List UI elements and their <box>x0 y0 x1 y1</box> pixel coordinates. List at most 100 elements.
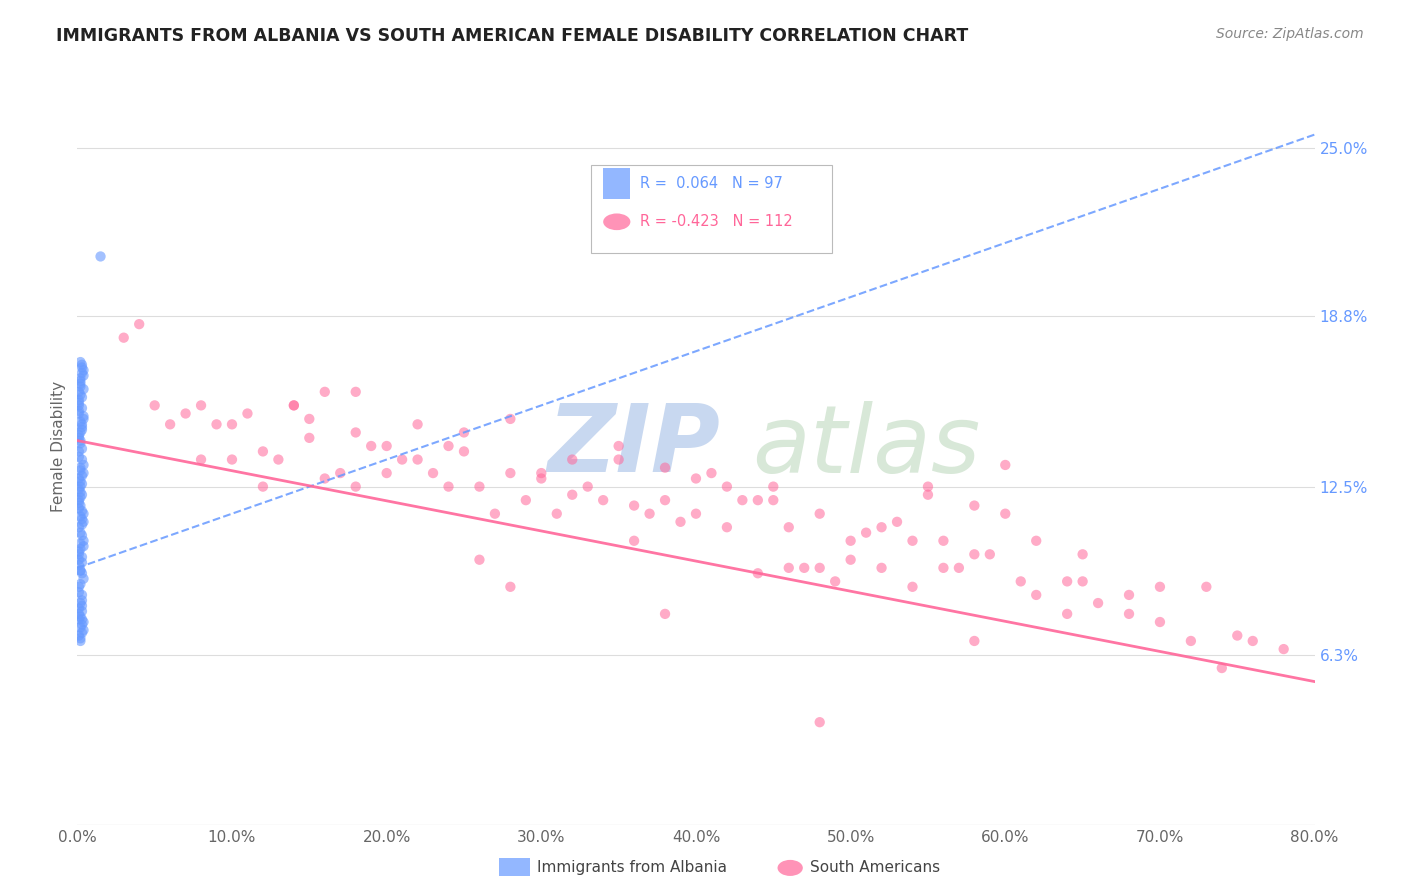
Point <box>67 392 90 407</box>
Point <box>69 474 91 488</box>
Point <box>870 520 893 534</box>
Point <box>314 384 336 399</box>
Point <box>67 607 90 621</box>
Point <box>69 379 91 393</box>
Point <box>375 439 398 453</box>
Point <box>70 566 93 581</box>
Text: Immigrants from Albania: Immigrants from Albania <box>537 861 727 875</box>
Point <box>67 384 90 399</box>
Point <box>344 480 367 494</box>
Point <box>607 452 630 467</box>
Point <box>808 715 831 730</box>
Point <box>1180 634 1202 648</box>
Point <box>69 374 91 388</box>
Point <box>901 533 924 548</box>
Point <box>70 442 93 456</box>
Point <box>329 466 352 480</box>
Point <box>70 549 93 564</box>
Point <box>205 417 228 432</box>
Point <box>747 566 769 581</box>
Point <box>69 415 91 429</box>
Point <box>855 525 877 540</box>
Point <box>901 580 924 594</box>
Point <box>69 525 91 540</box>
Point <box>72 466 94 480</box>
Point <box>69 564 91 578</box>
Point <box>932 561 955 575</box>
Point <box>69 491 91 505</box>
Point <box>70 604 93 618</box>
Point <box>70 599 93 613</box>
Point <box>112 331 135 345</box>
Point <box>685 507 707 521</box>
Point <box>716 480 738 494</box>
Point <box>69 541 91 556</box>
Point <box>90 250 111 264</box>
Point <box>67 444 90 458</box>
Point <box>67 471 90 485</box>
Point <box>72 412 94 426</box>
Point <box>69 609 91 624</box>
Point <box>67 450 90 464</box>
Point <box>979 547 1001 561</box>
Point <box>422 466 444 480</box>
Point <box>546 507 568 521</box>
Point <box>360 439 382 453</box>
Point <box>67 407 90 421</box>
Point <box>72 623 94 637</box>
Point <box>1118 588 1140 602</box>
Text: R = -0.423   N = 112: R = -0.423 N = 112 <box>640 214 793 229</box>
Point <box>67 552 90 567</box>
Point <box>561 488 583 502</box>
Point <box>948 561 970 575</box>
Point <box>1195 580 1218 594</box>
FancyBboxPatch shape <box>591 166 832 252</box>
Point <box>437 480 460 494</box>
Point <box>963 547 986 561</box>
Point <box>808 507 831 521</box>
Point <box>69 434 91 448</box>
Point <box>67 580 90 594</box>
Point <box>69 460 91 475</box>
Point <box>69 355 91 369</box>
FancyBboxPatch shape <box>603 169 630 199</box>
Point <box>69 425 91 440</box>
Point <box>67 558 90 573</box>
Point <box>72 533 94 548</box>
Point <box>1087 596 1109 610</box>
Point <box>69 371 91 385</box>
Point <box>1118 607 1140 621</box>
Point <box>67 483 90 497</box>
Point <box>1010 574 1032 589</box>
Point <box>344 384 367 399</box>
Point <box>484 507 506 521</box>
Point <box>870 561 893 575</box>
Point <box>1025 533 1047 548</box>
Point <box>70 528 93 542</box>
Point <box>747 493 769 508</box>
Point <box>669 515 692 529</box>
Point <box>70 420 93 434</box>
Point <box>69 564 91 578</box>
Point <box>72 458 94 472</box>
Point <box>252 444 274 458</box>
Point <box>221 452 243 467</box>
Point <box>530 471 553 485</box>
Point <box>159 417 181 432</box>
Point <box>994 458 1017 472</box>
Point <box>69 620 91 634</box>
Point <box>283 398 305 412</box>
Point <box>67 398 90 412</box>
Point <box>70 504 93 518</box>
Point <box>886 515 908 529</box>
Circle shape <box>603 213 630 230</box>
Point <box>69 634 91 648</box>
Point <box>69 485 91 500</box>
Point <box>67 585 90 599</box>
Point <box>69 387 91 401</box>
Point <box>190 452 212 467</box>
Point <box>623 533 645 548</box>
Point <box>932 533 955 548</box>
Point <box>1272 642 1295 657</box>
Point <box>716 520 738 534</box>
